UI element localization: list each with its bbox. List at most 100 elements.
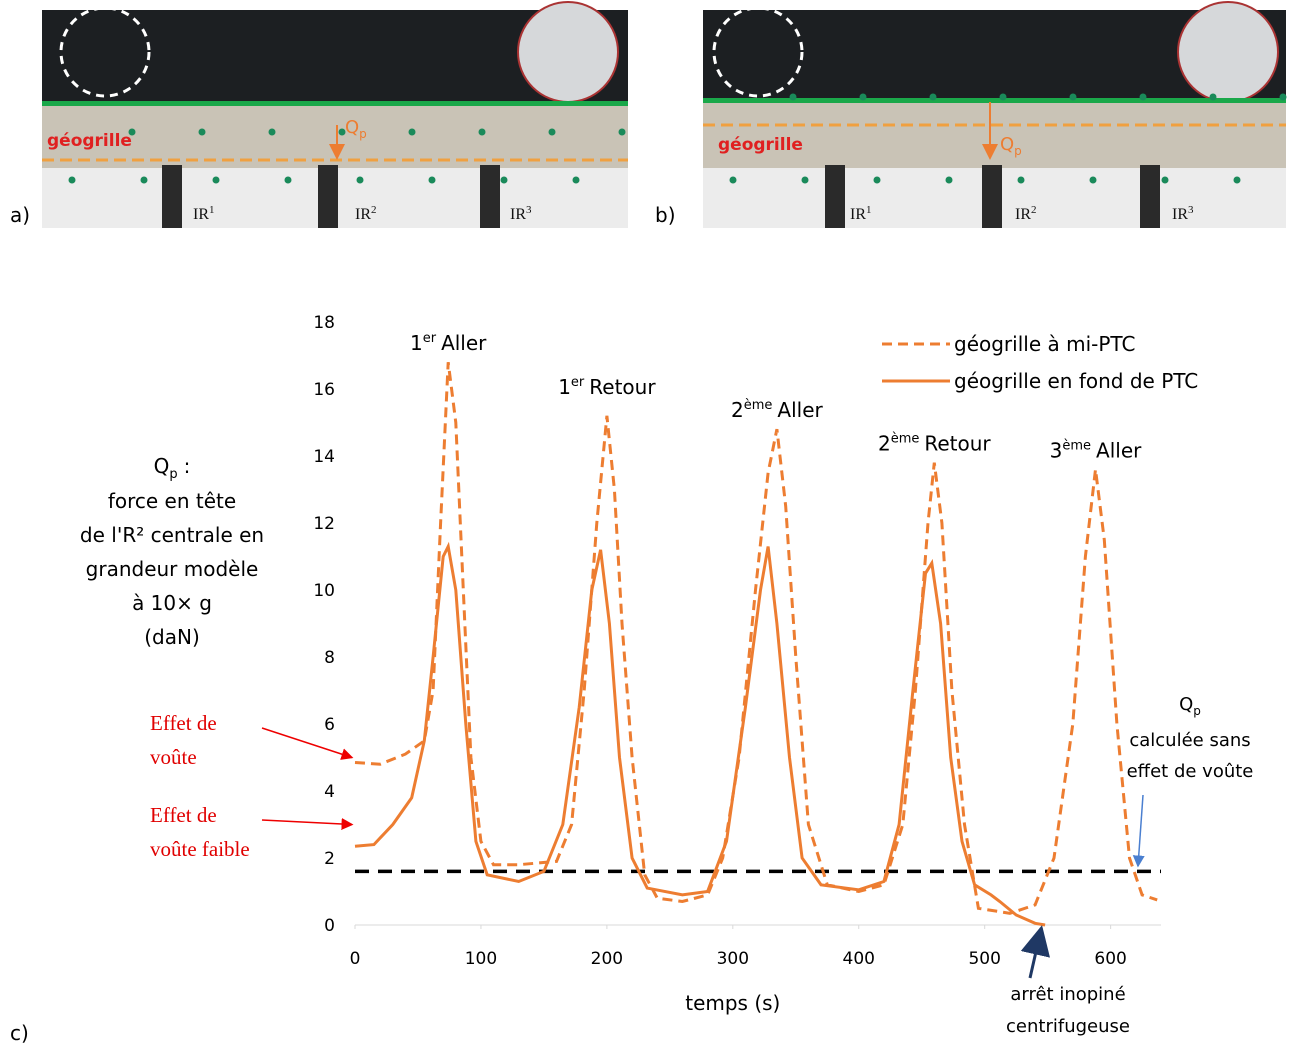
geogrid-label: géogrille <box>47 131 132 151</box>
pile-base: IR <box>1172 206 1188 223</box>
marker-dot <box>478 128 486 136</box>
pile <box>1140 165 1160 228</box>
peak-word: Retour <box>589 375 656 399</box>
marker-dot <box>789 93 797 101</box>
y-axis-title-line: force en tête <box>108 489 236 513</box>
force-symbol: Q <box>1000 134 1014 155</box>
x-tick-label: 400 <box>843 949 875 969</box>
disk <box>517 1 619 103</box>
pile <box>480 165 500 228</box>
marker-dot <box>999 93 1007 101</box>
panel-label: b) <box>655 203 676 227</box>
green-line <box>42 101 628 106</box>
annotation-text: Qp <box>1179 694 1201 718</box>
marker-dot <box>268 128 276 136</box>
x-tick-label: 600 <box>1094 949 1126 969</box>
series-line <box>354 541 1046 927</box>
pile-base: IR <box>510 206 526 223</box>
marker-dot <box>284 176 292 184</box>
peak-sup: er <box>571 375 585 390</box>
marker-dot <box>1017 176 1025 184</box>
peak-label: 2ème Retour <box>878 432 991 456</box>
peak-num: 2 <box>731 398 744 422</box>
marker-dot <box>1279 93 1287 101</box>
marker-dot <box>140 176 148 184</box>
geogrid-label: géogrille <box>718 135 803 155</box>
y-axis-title-line: à 10× g <box>132 591 212 615</box>
y-sub: p <box>169 467 177 482</box>
photo-band <box>703 100 1286 168</box>
marker-dot <box>356 176 364 184</box>
marker-dot <box>1069 93 1077 101</box>
marker-dot <box>801 176 809 184</box>
annotation-text: voûte <box>150 745 197 769</box>
x-axis-title: temps (s) <box>685 991 780 1015</box>
pile-base: IR <box>355 206 371 223</box>
force-symbol: Q <box>345 117 359 138</box>
pile <box>825 165 845 228</box>
marker-dot <box>1139 93 1147 101</box>
pile-base: IR <box>193 206 209 223</box>
marker-dot <box>572 176 580 184</box>
pile <box>982 165 1002 228</box>
pile-label: IR2 <box>355 204 377 223</box>
dashed-circle <box>712 6 804 98</box>
pile-sup: 2 <box>371 204 377 216</box>
peak-sup: ème <box>891 432 920 447</box>
force-sub: p <box>359 127 367 141</box>
marker-dot <box>548 128 556 136</box>
marker-dot <box>500 176 508 184</box>
marker-dot <box>212 176 220 184</box>
force-label: Qp <box>345 117 367 141</box>
y-suffix: : <box>184 454 191 478</box>
annotation-sub: p <box>1193 704 1201 718</box>
y-tick-label: 8 <box>324 648 335 668</box>
marker-dot <box>859 93 867 101</box>
annotation-arrow <box>1020 925 1051 979</box>
y-axis-title-line: grandeur modèle <box>86 557 259 581</box>
annotation-text: Effet de <box>150 803 217 827</box>
y-tick-label: 16 <box>313 380 335 400</box>
pile-base: IR <box>850 206 866 223</box>
annotation-text: Effet de <box>150 711 217 735</box>
pile-sup: 1 <box>866 204 872 216</box>
x-tick-label: 200 <box>591 949 623 969</box>
y-tick-label: 4 <box>324 782 335 802</box>
marker-dot <box>1161 176 1169 184</box>
y-axis-title: Qp: <box>154 454 191 482</box>
annotation-text: arrêt inopiné <box>1010 984 1125 1005</box>
marker-dot <box>929 93 937 101</box>
annotation-arrow <box>261 817 354 830</box>
x-tick-label: 500 <box>968 949 1000 969</box>
pile-label: IR3 <box>1172 204 1194 223</box>
peak-label: 3ème Aller <box>1050 438 1143 462</box>
marker-dot <box>618 128 626 136</box>
peak-label: 2ème Aller <box>731 398 824 422</box>
pile-label: IR2 <box>1015 204 1037 223</box>
force-label: Qp <box>1000 134 1022 158</box>
annotation-text: centrifugeuse <box>1006 1016 1130 1037</box>
marker-dot <box>68 176 76 184</box>
series-line <box>354 362 1158 915</box>
y-axis-title-line: (daN) <box>144 625 200 649</box>
y-symbol: Q <box>154 454 170 478</box>
marker-dot <box>1209 93 1217 101</box>
pile-sup: 1 <box>209 204 215 216</box>
disk <box>1177 1 1279 103</box>
marker-dot <box>408 128 416 136</box>
marker-dot <box>729 176 737 184</box>
marker-dot <box>1089 176 1097 184</box>
panel-label: a) <box>10 203 30 227</box>
peak-word: Aller <box>1096 438 1142 462</box>
x-tick-label: 0 <box>350 949 361 969</box>
panel-label: c) <box>10 1021 29 1045</box>
annotation-text: calculée sans <box>1129 730 1250 751</box>
pile-label: IR3 <box>510 204 532 223</box>
x-tick-label: 100 <box>465 949 497 969</box>
peak-sup: ème <box>1062 438 1091 453</box>
marker-dot <box>873 176 881 184</box>
annotation-arrow <box>261 727 354 760</box>
